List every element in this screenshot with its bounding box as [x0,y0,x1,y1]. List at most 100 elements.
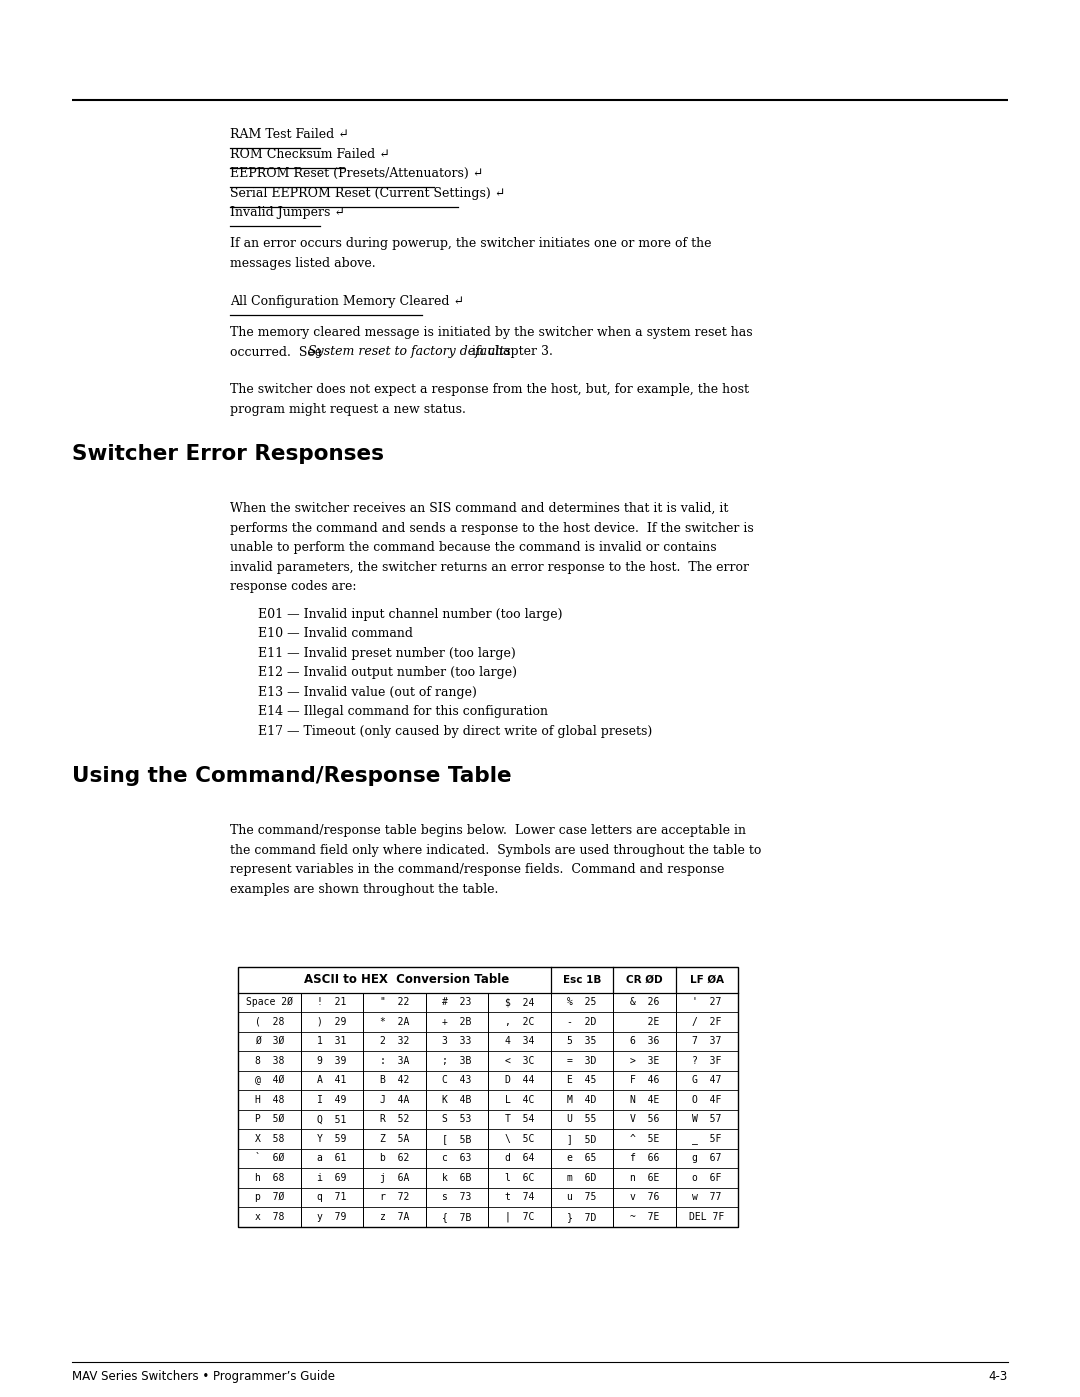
Text: 1  31: 1 31 [318,1037,347,1046]
Text: E14 — Illegal command for this configuration: E14 — Illegal command for this configura… [258,705,548,718]
Text: Using the Command/Response Table: Using the Command/Response Table [72,766,512,787]
Text: g  67: g 67 [692,1154,721,1164]
Text: p  7Ø: p 7Ø [255,1192,284,1203]
Text: ]  5D: ] 5D [567,1134,596,1144]
Text: A  41: A 41 [318,1076,347,1085]
Text: {  7B: { 7B [442,1211,472,1222]
Text: %  25: % 25 [567,997,596,1007]
Text: CR ØD: CR ØD [626,975,662,985]
Text: n  6E: n 6E [630,1172,659,1183]
Text: Z  5A: Z 5A [379,1134,409,1144]
Text: Space 2Ø: Space 2Ø [246,997,293,1007]
Text: x  78: x 78 [255,1211,284,1222]
Text: m  6D: m 6D [567,1172,596,1183]
Text: ROM Checksum Failed ↵: ROM Checksum Failed ↵ [230,148,390,161]
Text: When the switcher receives an SIS command and determines that it is valid, it: When the switcher receives an SIS comman… [230,502,728,515]
Text: |  7C: | 7C [504,1211,534,1222]
Text: If an error occurs during powerup, the switcher initiates one or more of the: If an error occurs during powerup, the s… [230,237,712,250]
Text: Invalid Jumpers ↵: Invalid Jumpers ↵ [230,205,345,219]
Text: t  74: t 74 [504,1192,534,1203]
Text: ~  7E: ~ 7E [630,1211,659,1222]
Text: r  72: r 72 [379,1192,409,1203]
Text: represent variables in the command/response fields.  Command and response: represent variables in the command/respo… [230,863,725,876]
Text: l  6C: l 6C [504,1172,534,1183]
Text: unable to perform the command because the command is invalid or contains: unable to perform the command because th… [230,541,717,555]
Text: /  2F: / 2F [692,1017,721,1027]
Text: E11 — Invalid preset number (too large): E11 — Invalid preset number (too large) [258,647,516,659]
Text: 8  38: 8 38 [255,1056,284,1066]
Text: }  7D: } 7D [567,1211,596,1222]
Text: i  69: i 69 [318,1172,347,1183]
Text: f  66: f 66 [630,1154,659,1164]
Text: 2E: 2E [630,1017,659,1027]
Text: `  6Ø: ` 6Ø [255,1154,284,1164]
Text: d  64: d 64 [504,1154,534,1164]
Text: invalid parameters, the switcher returns an error response to the host.  The err: invalid parameters, the switcher returns… [230,560,750,574]
Text: w  77: w 77 [692,1192,721,1203]
Text: Esc 1B: Esc 1B [563,975,600,985]
Text: System reset to factory defaults: System reset to factory defaults [308,345,511,359]
Text: \  5C: \ 5C [504,1134,534,1144]
Text: e  65: e 65 [567,1154,596,1164]
Text: M  4D: M 4D [567,1095,596,1105]
Text: (  28: ( 28 [255,1017,284,1027]
Text: X  58: X 58 [255,1134,284,1144]
Text: Switcher Error Responses: Switcher Error Responses [72,444,384,464]
Text: in chapter 3.: in chapter 3. [468,345,553,359]
Text: All Configuration Memory Cleared ↵: All Configuration Memory Cleared ↵ [230,295,464,307]
Text: J  4A: J 4A [379,1095,409,1105]
Text: E12 — Invalid output number (too large): E12 — Invalid output number (too large) [258,666,517,679]
Text: EEPROM Reset (Presets/Attenuators) ↵: EEPROM Reset (Presets/Attenuators) ↵ [230,168,483,180]
Text: N  4E: N 4E [630,1095,659,1105]
Text: #  23: # 23 [442,997,472,1007]
Text: k  6B: k 6B [442,1172,472,1183]
Text: H  48: H 48 [255,1095,284,1105]
Text: B  42: B 42 [379,1076,409,1085]
Bar [238,967,738,1227]
Text: )  29: ) 29 [318,1017,347,1027]
Text: ASCII to HEX  Conversion Table: ASCII to HEX Conversion Table [305,974,510,986]
Text: P  5Ø: P 5Ø [255,1115,284,1125]
Text: $  24: $ 24 [504,997,534,1007]
Text: D  44: D 44 [504,1076,534,1085]
Text: performs the command and sends a response to the host device.  If the switcher i: performs the command and sends a respons… [230,521,754,535]
Text: DEL 7F: DEL 7F [689,1211,725,1222]
Text: 3  33: 3 33 [442,1037,472,1046]
Text: q  71: q 71 [318,1192,347,1203]
Text: R  52: R 52 [379,1115,409,1125]
Text: occurred.  See: occurred. See [230,345,326,359]
Text: The memory cleared message is initiated by the switcher when a system reset has: The memory cleared message is initiated … [230,326,753,339]
Text: The switcher does not expect a response from the host, but, for example, the hos: The switcher does not expect a response … [230,383,750,395]
Text: ,  2C: , 2C [504,1017,534,1027]
Text: >  3E: > 3E [630,1056,659,1066]
Text: RAM Test Failed ↵: RAM Test Failed ↵ [230,129,349,141]
Text: The command/response table begins below.  Lower case letters are acceptable in: The command/response table begins below.… [230,824,746,837]
Text: messages listed above.: messages listed above. [230,257,376,270]
Text: E01 — Invalid input channel number (too large): E01 — Invalid input channel number (too … [258,608,563,620]
Text: s  73: s 73 [442,1192,472,1203]
Text: -  2D: - 2D [567,1017,596,1027]
Text: MAV Series Switchers • Programmer’s Guide: MAV Series Switchers • Programmer’s Guid… [72,1370,335,1383]
Text: 5  35: 5 35 [567,1037,596,1046]
Text: <  3C: < 3C [504,1056,534,1066]
Text: E  45: E 45 [567,1076,596,1085]
Text: '  27: ' 27 [692,997,721,1007]
Text: c  63: c 63 [442,1154,472,1164]
Text: y  79: y 79 [318,1211,347,1222]
Text: v  76: v 76 [630,1192,659,1203]
Text: Serial EEPROM Reset (Current Settings) ↵: Serial EEPROM Reset (Current Settings) ↵ [230,187,505,200]
Text: Y  59: Y 59 [318,1134,347,1144]
Text: 2  32: 2 32 [379,1037,409,1046]
Text: I  49: I 49 [318,1095,347,1105]
Text: Ø  3Ø: Ø 3Ø [255,1037,284,1046]
Text: E10 — Invalid command: E10 — Invalid command [258,627,413,640]
Text: [  5B: [ 5B [442,1134,472,1144]
Text: L  4C: L 4C [504,1095,534,1105]
Text: @  4Ø: @ 4Ø [255,1076,284,1085]
Text: examples are shown throughout the table.: examples are shown throughout the table. [230,883,498,895]
Text: b  62: b 62 [379,1154,409,1164]
Text: E17 — Timeout (only caused by direct write of global presets): E17 — Timeout (only caused by direct wri… [258,725,652,738]
Text: &  26: & 26 [630,997,659,1007]
Text: ^  5E: ^ 5E [630,1134,659,1144]
Text: 4  34: 4 34 [504,1037,534,1046]
